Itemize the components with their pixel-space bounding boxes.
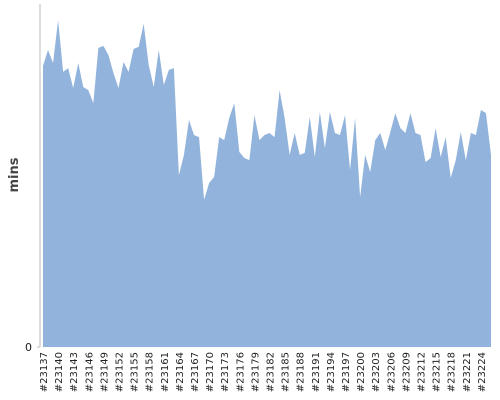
x-tick-label: #23149 <box>99 352 110 392</box>
x-tick-label: #23140 <box>54 352 65 392</box>
x-tick-label: #23152 <box>115 352 126 392</box>
x-tick-label: #23209 <box>401 352 412 392</box>
x-tick-label: #23185 <box>281 352 292 392</box>
x-tick-label: #23218 <box>447 352 458 392</box>
x-tick-label: #23203 <box>371 352 382 392</box>
x-tick-label: #23215 <box>432 352 443 392</box>
x-tick-label: #23191 <box>311 352 322 392</box>
x-tick-label: #23143 <box>69 352 80 392</box>
x-tick-label: #23167 <box>190 352 201 392</box>
x-tick-label: #23155 <box>130 352 141 392</box>
x-tick-label: #23173 <box>220 352 231 392</box>
area <box>43 20 491 347</box>
x-tick-label: #23170 <box>205 352 216 392</box>
x-tick-label: #23200 <box>356 352 367 392</box>
x-tick-label: #23221 <box>462 352 473 392</box>
x-tick-label: #23224 <box>477 352 488 392</box>
y-tick-label: 0 <box>25 341 32 354</box>
x-tick-label: #23176 <box>235 352 246 392</box>
x-tick-label: #23182 <box>266 352 277 392</box>
x-tick-label: #23146 <box>84 352 95 392</box>
x-tick-label: #23179 <box>250 352 261 392</box>
x-tick-label: #23206 <box>386 352 397 392</box>
x-tick-label: #23188 <box>296 352 307 392</box>
x-tick-label: #23164 <box>175 352 186 392</box>
x-tick-label: #23212 <box>417 352 428 392</box>
x-tick-label: #23197 <box>341 352 352 392</box>
x-tick-label: #23194 <box>326 352 337 392</box>
x-tick-label: #23137 <box>39 352 50 392</box>
y-axis-label: mins <box>7 157 22 192</box>
x-tick-label: #23158 <box>145 352 156 392</box>
x-tick-label: #23161 <box>160 352 171 392</box>
